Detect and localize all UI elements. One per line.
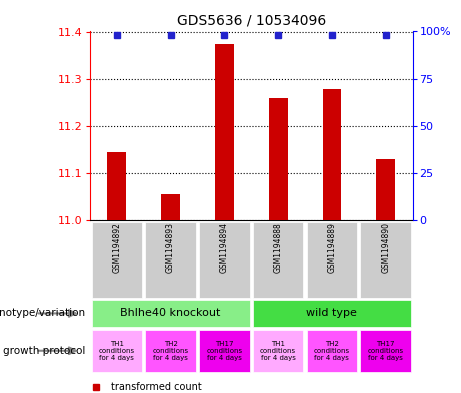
Bar: [215, 44, 234, 220]
Bar: [253, 329, 303, 372]
Text: Bhlhe40 knockout: Bhlhe40 knockout: [120, 309, 221, 318]
Title: GDS5636 / 10534096: GDS5636 / 10534096: [177, 13, 326, 28]
Bar: [161, 194, 180, 220]
Bar: [253, 222, 303, 298]
Text: GSM1194894: GSM1194894: [220, 222, 229, 274]
Text: wild type: wild type: [307, 309, 357, 318]
Bar: [145, 222, 196, 298]
Bar: [307, 222, 357, 298]
Bar: [145, 329, 196, 372]
Text: growth protocol: growth protocol: [3, 346, 85, 356]
Bar: [91, 222, 142, 298]
Bar: [107, 152, 126, 220]
Bar: [307, 329, 357, 372]
Bar: [376, 159, 395, 220]
Bar: [253, 300, 411, 327]
Bar: [91, 300, 250, 327]
Bar: [323, 89, 341, 220]
Bar: [91, 329, 142, 372]
Text: TH2
conditions
for 4 days: TH2 conditions for 4 days: [153, 341, 189, 361]
Bar: [199, 222, 250, 298]
Text: GSM1194889: GSM1194889: [327, 222, 337, 273]
Text: GSM1194890: GSM1194890: [381, 222, 390, 274]
Text: transformed count: transformed count: [111, 382, 201, 393]
Bar: [361, 329, 411, 372]
Text: TH17
conditions
for 4 days: TH17 conditions for 4 days: [206, 341, 242, 361]
Text: TH17
conditions
for 4 days: TH17 conditions for 4 days: [367, 341, 404, 361]
Bar: [199, 329, 250, 372]
Bar: [269, 98, 288, 220]
Text: TH1
conditions
for 4 days: TH1 conditions for 4 days: [99, 341, 135, 361]
Text: genotype/variation: genotype/variation: [0, 309, 85, 318]
Text: GSM1194888: GSM1194888: [274, 222, 283, 273]
Text: GSM1194893: GSM1194893: [166, 222, 175, 274]
Text: TH1
conditions
for 4 days: TH1 conditions for 4 days: [260, 341, 296, 361]
Bar: [361, 222, 411, 298]
Text: GSM1194892: GSM1194892: [112, 222, 121, 273]
Text: TH2
conditions
for 4 days: TH2 conditions for 4 days: [314, 341, 350, 361]
